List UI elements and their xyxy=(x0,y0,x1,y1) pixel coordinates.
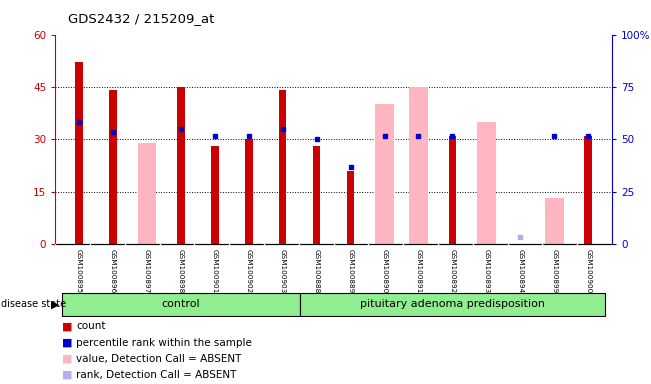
Text: ▶: ▶ xyxy=(51,299,60,310)
Text: control: control xyxy=(161,299,201,310)
Bar xyxy=(211,146,219,244)
Text: ■: ■ xyxy=(62,321,72,331)
Text: ■: ■ xyxy=(62,338,72,348)
Text: GSM100898: GSM100898 xyxy=(178,249,184,293)
Text: value, Detection Call = ABSENT: value, Detection Call = ABSENT xyxy=(76,354,242,364)
Bar xyxy=(477,122,495,244)
Bar xyxy=(347,170,354,244)
Bar xyxy=(109,90,117,244)
Text: GSM100893: GSM100893 xyxy=(483,249,490,293)
Bar xyxy=(245,139,253,244)
Text: GSM100896: GSM100896 xyxy=(110,249,116,293)
Bar xyxy=(375,104,394,244)
Text: GSM100899: GSM100899 xyxy=(551,249,557,293)
Bar xyxy=(76,63,83,244)
Text: GSM100889: GSM100889 xyxy=(348,249,353,293)
Text: GSM100901: GSM100901 xyxy=(212,249,218,293)
Text: GSM100902: GSM100902 xyxy=(246,249,252,293)
Text: GSM100888: GSM100888 xyxy=(314,249,320,293)
Bar xyxy=(449,136,456,244)
Bar xyxy=(545,199,564,244)
Text: rank, Detection Call = ABSENT: rank, Detection Call = ABSENT xyxy=(76,370,236,380)
Bar xyxy=(313,146,320,244)
Text: GSM100900: GSM100900 xyxy=(585,249,591,293)
Text: GSM100895: GSM100895 xyxy=(76,249,82,293)
Text: GDS2432 / 215209_at: GDS2432 / 215209_at xyxy=(68,12,215,25)
Text: GSM100903: GSM100903 xyxy=(280,249,286,293)
Text: GSM100897: GSM100897 xyxy=(144,249,150,293)
Text: percentile rank within the sample: percentile rank within the sample xyxy=(76,338,252,348)
Bar xyxy=(585,136,592,244)
Bar xyxy=(279,90,286,244)
Text: GSM100892: GSM100892 xyxy=(449,249,456,293)
Bar xyxy=(62,293,299,316)
Text: GSM100894: GSM100894 xyxy=(518,249,523,293)
Text: GSM100890: GSM100890 xyxy=(381,249,387,293)
Bar xyxy=(177,87,185,244)
Bar xyxy=(299,293,605,316)
Text: pituitary adenoma predisposition: pituitary adenoma predisposition xyxy=(360,299,545,310)
Bar xyxy=(137,143,156,244)
Bar xyxy=(409,87,428,244)
Text: GSM100891: GSM100891 xyxy=(415,249,421,293)
Text: count: count xyxy=(76,321,105,331)
Text: ■: ■ xyxy=(62,354,72,364)
Text: disease state: disease state xyxy=(1,299,66,310)
Text: ■: ■ xyxy=(62,370,72,380)
